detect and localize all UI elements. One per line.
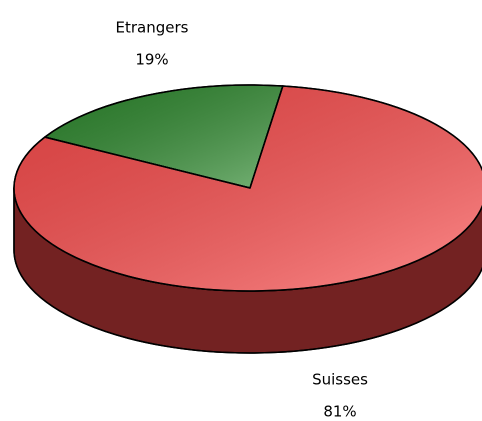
slice-value-label: 19%	[135, 51, 168, 69]
slice-shine	[13, 85, 482, 292]
slice-label: Suisses	[312, 371, 368, 389]
slice-value-label: 81%	[323, 403, 356, 421]
slice-shine	[44, 84, 284, 189]
slice-label: Etrangers	[116, 19, 189, 37]
